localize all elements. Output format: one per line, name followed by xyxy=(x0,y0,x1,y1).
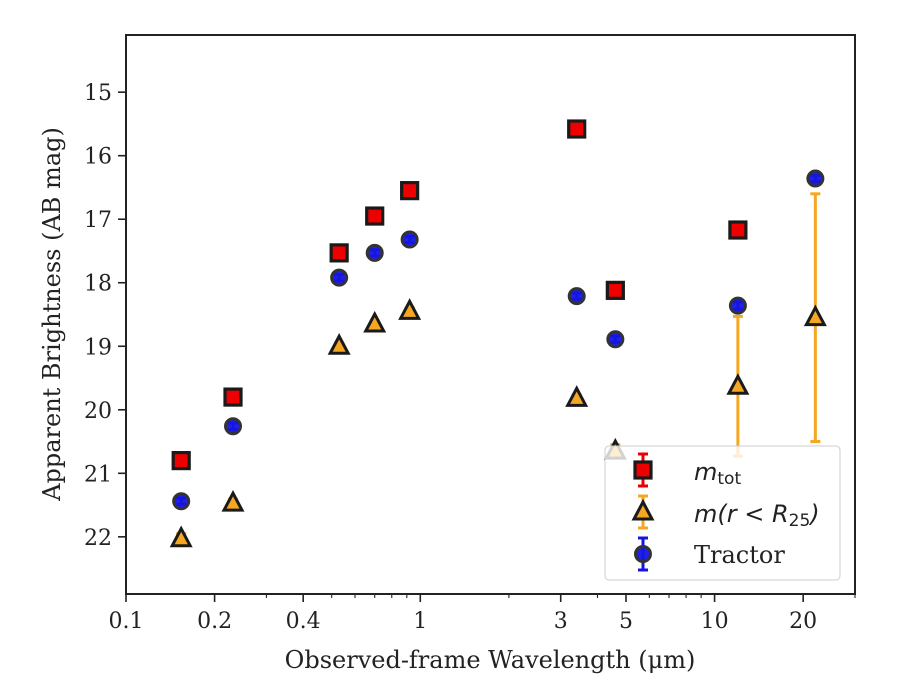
tractor-point xyxy=(400,230,419,249)
x-tick-label: 20 xyxy=(789,609,817,634)
m-r-r25-point xyxy=(169,525,193,548)
x-tick-label: 0.4 xyxy=(286,609,321,634)
y-tick-label: 16 xyxy=(84,145,112,170)
tractor-point xyxy=(224,417,243,436)
legend-marker-tractor xyxy=(634,545,652,563)
legend-marker-m-tot xyxy=(633,460,653,480)
x-axis-label: Observed-frame Wavelength (μm) xyxy=(285,646,696,674)
m-r-r25-point xyxy=(565,385,589,407)
y-tick-label: 17 xyxy=(84,208,112,233)
y-axis: 15 16 17 18 19 20 21 22 xyxy=(84,81,126,551)
tractor-point xyxy=(606,330,625,349)
y-tick-label: 15 xyxy=(84,81,112,106)
m-r-r25-point xyxy=(363,310,387,333)
x-axis: 0.1 0.2 0.4 1 3 5 10 20 xyxy=(109,594,856,634)
tractor-point xyxy=(567,287,586,306)
m-tot-point xyxy=(605,280,625,300)
m-tot-point xyxy=(400,181,420,201)
x-tick-label: 0.2 xyxy=(197,609,232,634)
plot-frame xyxy=(125,34,856,595)
tractor-point xyxy=(172,492,191,511)
m-r-r25-point xyxy=(398,298,422,320)
legend: mtot m(r < R25) Tractor xyxy=(604,445,841,581)
y-tick-label: 21 xyxy=(84,462,112,487)
m-r-r25-point xyxy=(221,489,245,512)
legend-label-tractor: Tractor xyxy=(694,541,785,569)
x-tick-label: 0.1 xyxy=(109,609,144,634)
m-tot-point xyxy=(567,119,587,139)
data-marks xyxy=(169,119,827,548)
m-r-r25-point xyxy=(803,304,827,327)
m-r-r25-point xyxy=(327,333,351,355)
y-axis-label: Apparent Brightness (AB mag) xyxy=(38,127,66,502)
m-tot-point xyxy=(171,451,191,471)
m-tot-point xyxy=(223,387,243,407)
y-tick-label: 20 xyxy=(84,399,112,424)
x-tick-label: 5 xyxy=(619,609,633,634)
tractor-point xyxy=(806,169,825,188)
legend-box xyxy=(604,445,841,581)
y-tick-label: 18 xyxy=(84,272,112,297)
x-tick-label: 10 xyxy=(701,609,729,634)
legend-marker-m-r-r25 xyxy=(631,498,655,521)
tractor-point xyxy=(330,268,349,287)
x-tick-label: 1 xyxy=(413,609,427,634)
m-tot-point xyxy=(365,206,385,226)
tractor-point xyxy=(365,243,384,262)
m-r-r25-point xyxy=(726,373,750,395)
x-tick-label: 3 xyxy=(554,609,568,634)
y-tick-label: 22 xyxy=(84,526,112,551)
m-tot-point xyxy=(329,243,349,263)
m-tot-point xyxy=(728,220,748,240)
y-tick-label: 19 xyxy=(84,335,112,360)
tractor-point xyxy=(728,296,747,315)
